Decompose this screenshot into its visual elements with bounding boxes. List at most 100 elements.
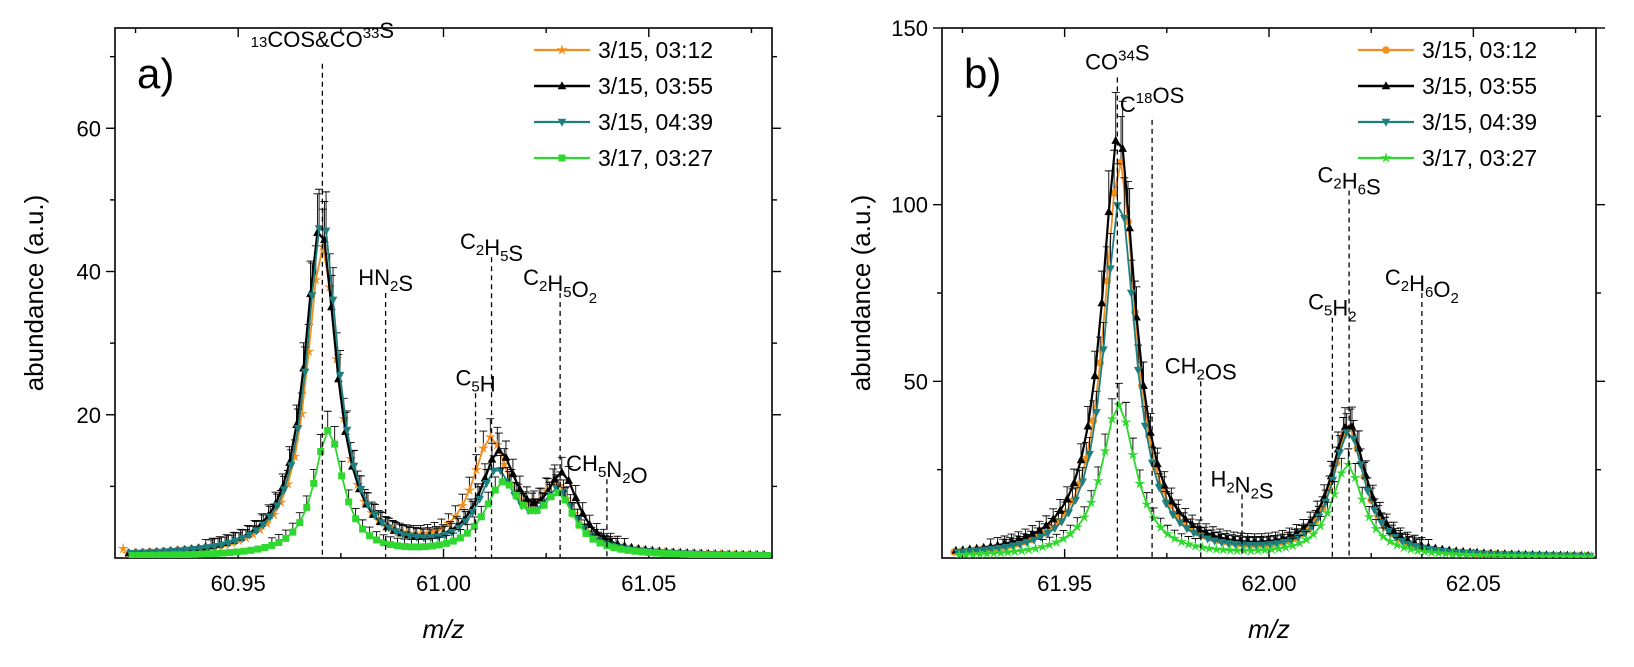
data-point — [321, 227, 331, 236]
annotation-label: C2H6S — [1318, 163, 1381, 200]
data-point — [484, 431, 496, 442]
data-point — [442, 539, 450, 547]
data-point — [331, 440, 339, 448]
data-point — [231, 537, 240, 546]
data-point — [1273, 542, 1285, 554]
annotation-label: CH2OS — [1165, 353, 1237, 384]
data-point — [407, 543, 415, 551]
data-point — [1287, 539, 1299, 551]
data-point — [477, 442, 489, 454]
data-point — [1148, 512, 1160, 523]
data-point — [128, 552, 136, 558]
data-point — [1384, 535, 1396, 547]
data-point — [1558, 550, 1570, 558]
legend-marker — [556, 44, 568, 55]
data-point — [1092, 408, 1101, 418]
data-point — [1015, 540, 1025, 550]
data-point — [265, 513, 275, 522]
data-point — [1314, 519, 1327, 531]
data-point — [279, 486, 289, 495]
data-point — [743, 552, 751, 558]
data-point — [1280, 541, 1292, 553]
legend: 3/15, 03:12 3/15, 03:55 3/15, 04:39 3/17, 0… — [1358, 37, 1537, 171]
data-point — [617, 545, 625, 553]
data-point — [296, 407, 308, 419]
data-point — [1120, 214, 1129, 223]
data-point — [659, 549, 667, 557]
data-point — [631, 547, 639, 555]
data-point — [694, 551, 702, 558]
data-point — [494, 445, 504, 454]
data-point — [1321, 507, 1334, 518]
error-bar — [1117, 116, 1126, 163]
data-point — [1307, 528, 1320, 540]
legend-item: 3/17, 03:27 — [1358, 145, 1537, 171]
data-point — [763, 552, 771, 558]
x-axis-title: m/z — [1248, 614, 1290, 644]
data-point — [163, 551, 171, 558]
data-point — [317, 447, 325, 455]
data-point — [363, 501, 373, 510]
annotation-label: C5H — [455, 365, 495, 396]
peak-annotation: C2H6S — [1318, 163, 1381, 558]
data-point — [303, 345, 315, 357]
data-point — [205, 550, 213, 558]
error-bar — [315, 188, 324, 229]
data-point — [1008, 542, 1018, 551]
peak-annotation: C2H6O2 — [1385, 265, 1459, 558]
data-point — [342, 426, 352, 435]
data-point — [435, 541, 443, 549]
data-point — [310, 479, 318, 487]
data-point — [212, 549, 220, 557]
data-point — [981, 547, 993, 558]
data-point — [1488, 549, 1500, 558]
data-point — [1113, 399, 1125, 410]
data-point — [1502, 549, 1514, 558]
data-point — [1028, 529, 1037, 538]
data-point — [1076, 455, 1086, 464]
data-point — [1389, 526, 1398, 535]
plot-area — [117, 188, 771, 558]
annotation-label: C2H5O2 — [523, 265, 597, 307]
data-point — [1516, 550, 1528, 558]
series-1 — [124, 193, 769, 558]
plot-frame — [114, 27, 773, 559]
x-tick-label: 60.95 — [211, 571, 266, 596]
data-point — [412, 533, 422, 542]
data-point — [1189, 540, 1202, 551]
data-point — [196, 545, 205, 554]
data-point — [156, 551, 164, 558]
data-point — [519, 501, 527, 509]
data-point — [1300, 533, 1313, 545]
data-point — [149, 551, 157, 558]
data-point — [1377, 519, 1386, 528]
data-point — [974, 547, 983, 556]
data-point — [1085, 496, 1097, 508]
data-point — [272, 502, 282, 511]
data-point — [508, 469, 518, 478]
data-point — [1340, 422, 1350, 431]
data-point — [258, 521, 268, 530]
data-point — [226, 549, 234, 557]
data-point — [1071, 496, 1080, 505]
data-point — [1335, 449, 1345, 458]
data-point — [1258, 541, 1268, 550]
data-point — [491, 486, 499, 494]
data-point — [268, 541, 276, 549]
peak-annotation: CH5N2O — [566, 451, 648, 558]
data-point — [1133, 366, 1143, 376]
data-point — [1266, 543, 1278, 555]
data-point — [261, 544, 269, 552]
data-point — [1175, 535, 1188, 547]
data-point — [960, 548, 972, 558]
annotation-label: 13COS&CO33S — [251, 18, 394, 52]
x-tick-label: 61.00 — [416, 571, 471, 596]
panel-label: b) — [964, 50, 1001, 97]
data-point — [1405, 543, 1417, 555]
series-2 — [126, 188, 771, 558]
data-point — [1231, 540, 1240, 550]
data-point — [1335, 467, 1347, 478]
y-tick-label: 20 — [77, 403, 101, 428]
data-point — [463, 484, 475, 496]
